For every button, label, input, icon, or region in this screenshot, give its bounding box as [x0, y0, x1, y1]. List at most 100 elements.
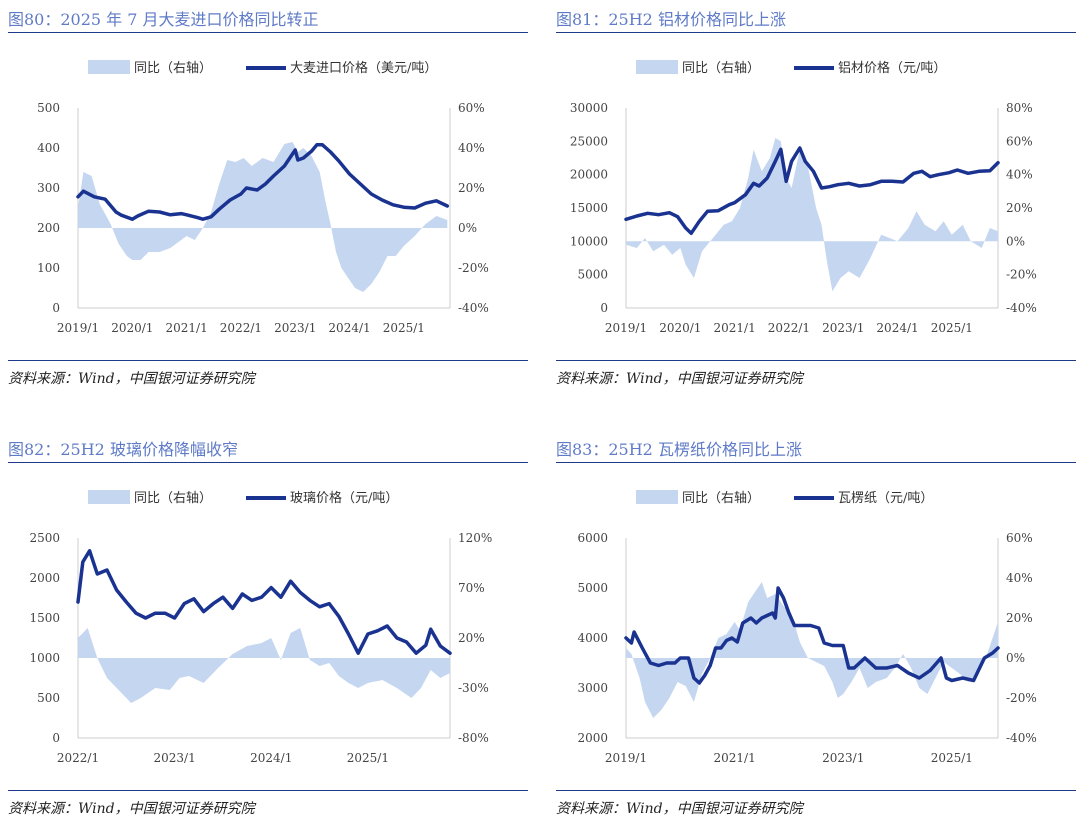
- y-tick-label: 0: [600, 301, 608, 315]
- y2-tick-label: 0%: [1006, 234, 1025, 248]
- legend: 同比（右轴） 铝材价格（元/吨）: [636, 60, 946, 76]
- legend: 同比（右轴） 玻璃价格（元/吨）: [88, 490, 398, 506]
- glass-price-chart: 同比（右轴） 玻璃价格（元/吨） 0 500 1000 1500 2000 2500 -80% -…: [29, 490, 492, 765]
- legend-label-yoy: 同比（右轴）: [134, 61, 212, 76]
- y2-tick-label: 0%: [458, 221, 477, 235]
- y2-tick-label: 120%: [458, 531, 492, 545]
- price-line-series: [624, 146, 1000, 236]
- y2-tick-label: -40%: [1006, 301, 1037, 315]
- price-line-series: [624, 586, 1000, 685]
- x-tick-label: 2019/1: [57, 321, 99, 335]
- x-tick-label: 2024/1: [876, 321, 918, 335]
- x-tick-label: 2024/1: [328, 321, 370, 335]
- y2-tick-label: 20%: [1006, 201, 1033, 215]
- legend-swatch-yoy: [88, 60, 130, 74]
- y2-tick-label: -20%: [458, 261, 489, 275]
- legend-label-yoy: 同比（右轴）: [134, 491, 212, 506]
- x-tick-label: 2023/1: [274, 321, 316, 335]
- legend: 同比（右轴） 瓦楞纸（元/吨）: [636, 490, 933, 506]
- y2-tick-label: -20%: [1006, 268, 1037, 282]
- y2-tick-label: 20%: [458, 631, 485, 645]
- legend-label-price: 大麦进口价格（美元/吨）: [290, 60, 437, 76]
- source-note: 资料来源：Wind，中国银河证券研究院: [556, 801, 803, 817]
- source-rule: [556, 360, 1076, 361]
- x-tick-label: 2023/1: [822, 321, 864, 335]
- price-line-series: [76, 549, 452, 655]
- title-rule: [8, 32, 528, 33]
- y-tick-label: 20000: [570, 168, 608, 182]
- y-tick-label: 15000: [570, 201, 608, 215]
- y-tick-label: 0: [52, 301, 60, 315]
- legend-swatch-yoy: [636, 60, 678, 74]
- y-tick-label: 25000: [570, 134, 608, 148]
- y2-tick-label: 60%: [1006, 134, 1033, 148]
- y2-tick-label: 40%: [458, 141, 485, 155]
- y2-tick-label: 60%: [1006, 531, 1033, 545]
- y-tick-label: 300: [37, 181, 60, 195]
- x-tick-label: 2020/1: [111, 321, 153, 335]
- y2-tick-label: 40%: [1006, 168, 1033, 182]
- legend-label-yoy: 同比（右轴）: [682, 491, 760, 506]
- y-tick-label: 2000: [29, 571, 60, 585]
- x-tick-label: 2023/1: [822, 751, 864, 765]
- x-tick-label: 2023/1: [154, 751, 196, 765]
- x-tick-label: 2021/1: [714, 751, 756, 765]
- source-note: 资料来源：Wind，中国银河证券研究院: [8, 371, 255, 387]
- y-tick-label: 4000: [577, 631, 608, 645]
- corrugated-paper-price-chart: 同比（右轴） 瓦楞纸（元/吨） 2000 3000 4000 5000 6000 -40% -2…: [577, 490, 1037, 765]
- y2-tick-label: 80%: [1006, 101, 1033, 115]
- y2-tick-label: 40%: [1006, 571, 1033, 585]
- yoy-area-series: [626, 138, 998, 292]
- title-rule: [8, 462, 528, 463]
- source-note: 资料来源：Wind，中国银河证券研究院: [8, 801, 255, 817]
- y-tick-label: 2000: [577, 731, 608, 745]
- y-tick-label: 30000: [570, 101, 608, 115]
- yoy-area-series: [78, 628, 450, 703]
- x-tick-label: 2025/1: [931, 751, 973, 765]
- legend-swatch-yoy: [88, 490, 130, 504]
- x-tick-label: 2019/1: [605, 751, 647, 765]
- y2-tick-label: -20%: [1006, 691, 1037, 705]
- y2-tick-label: 0%: [1006, 651, 1025, 665]
- x-tick-label: 2025/1: [347, 751, 389, 765]
- y2-tick-label: -40%: [458, 301, 489, 315]
- y2-tick-label: 20%: [1006, 611, 1033, 625]
- x-tick-label: 2021/1: [714, 321, 756, 335]
- y2-tick-label: -40%: [1006, 731, 1037, 745]
- y-tick-label: 10000: [570, 234, 608, 248]
- yoy-area-series: [626, 582, 998, 718]
- y-tick-label: 3000: [577, 681, 608, 695]
- title-rule: [556, 32, 1076, 33]
- figure-title: 图82：25H2 玻璃价格降幅收窄: [8, 440, 238, 459]
- y2-tick-label: 70%: [458, 581, 485, 595]
- legend-label-yoy: 同比（右轴）: [682, 61, 760, 76]
- x-tick-label: 2022/1: [57, 751, 99, 765]
- y-tick-label: 100: [37, 261, 60, 275]
- legend-label-price: 玻璃价格（元/吨）: [290, 490, 398, 506]
- figure-title: 图81：25H2 铝材价格同比上涨: [556, 10, 786, 29]
- yoy-area-series: [78, 142, 448, 292]
- y-tick-label: 400: [37, 141, 60, 155]
- source-note: 资料来源：Wind，中国银河证券研究院: [556, 371, 803, 387]
- title-rule: [556, 462, 1076, 463]
- legend-label-price: 铝材价格（元/吨）: [838, 60, 946, 76]
- x-tick-label: 2025/1: [931, 321, 973, 335]
- x-tick-label: 2024/1: [250, 751, 292, 765]
- y-tick-label: 2500: [29, 531, 60, 545]
- y-tick-label: 5000: [577, 268, 608, 282]
- x-tick-label: 2022/1: [220, 321, 262, 335]
- aluminum-price-chart: 同比（右轴） 铝材价格（元/吨） 0 5000 10000 15000 20000 25000…: [570, 60, 1037, 335]
- y2-tick-label: -30%: [458, 681, 489, 695]
- y-tick-label: 6000: [577, 531, 608, 545]
- x-tick-label: 2025/1: [383, 321, 425, 335]
- x-tick-label: 2021/1: [166, 321, 208, 335]
- legend-swatch-yoy: [636, 490, 678, 504]
- y2-tick-label: 20%: [458, 181, 485, 195]
- price-line-series: [76, 143, 450, 221]
- y-tick-label: 1000: [29, 651, 60, 665]
- y-tick-label: 500: [37, 101, 60, 115]
- x-tick-label: 2020/1: [659, 321, 701, 335]
- figure-title: 图83：25H2 瓦楞纸价格同比上涨: [556, 440, 802, 459]
- y-tick-label: 1500: [29, 611, 60, 625]
- y2-tick-label: -80%: [458, 731, 489, 745]
